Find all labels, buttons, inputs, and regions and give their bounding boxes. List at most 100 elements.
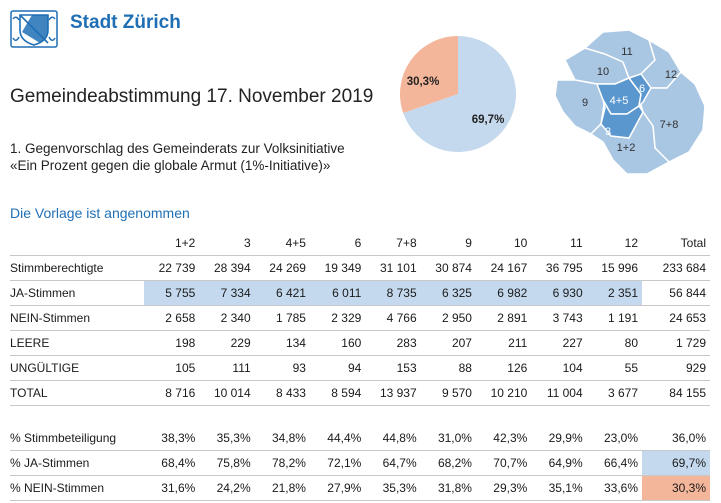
city-name: Stadt Zürich	[70, 12, 181, 33]
map-label-10: 10	[597, 66, 609, 78]
district-map: 11 10 12 6 4+5 9 3 7+8 1+2	[554, 29, 706, 175]
map-district-6	[628, 73, 652, 107]
table-cell: 227	[531, 330, 587, 356]
table-cell: 22 739	[144, 255, 200, 281]
table-cell: 8 433	[254, 380, 310, 406]
table-cell: 31 101	[365, 255, 421, 281]
result-status: Die Vorlage ist angenommen	[10, 205, 190, 221]
table-cell: 153	[365, 355, 421, 381]
table-cell-total: 24 653	[642, 305, 710, 331]
table-cell: 44,4%	[309, 426, 366, 451]
zurich-coat-of-arms-logo	[10, 10, 58, 48]
row-label: % NEIN-Stimmen	[10, 475, 144, 501]
map-label-7-8: 7+8	[660, 119, 679, 131]
table-cell: 8 594	[309, 380, 366, 406]
table-cell: 38,3%	[144, 426, 200, 451]
table-cell: 3 677	[586, 380, 642, 406]
table-cell: 29,9%	[531, 426, 587, 451]
percentage-table: % Stimmbeteiligung 38,3% 35,3% 34,8% 44,…	[10, 426, 710, 501]
table-row-ja-prozent: % JA-Stimmen 68,4% 75,8% 78,2% 72,1% 64,…	[10, 450, 710, 476]
table-cell: 94	[309, 355, 366, 381]
table-header-cell: 3	[199, 231, 255, 256]
table-header-cell: 4+5	[254, 231, 310, 256]
table-cell: 283	[365, 330, 421, 356]
table-row-leere: LEERE 198 229 134 160 283 207 211 227 80…	[10, 330, 710, 356]
table-cell: 35,3%	[365, 475, 421, 501]
table-row-nein-stimmen: NEIN-Stimmen 2 658 2 340 1 785 2 329 4 7…	[10, 305, 710, 331]
map-district-9	[554, 79, 606, 135]
table-cell: 29,3%	[475, 475, 532, 501]
table-header-cell: 1+2	[144, 231, 200, 256]
subtitle-line-2: «Ein Prozent gegen die globale Armut (1%…	[10, 158, 331, 173]
table-cell: 28 394	[199, 255, 255, 281]
results-table: 1+2 3 4+5 6 7+8 9 10 11 12 Total Stimmbe…	[10, 231, 710, 406]
table-cell: 24 269	[254, 255, 310, 281]
table-cell-total: 30,3%	[642, 475, 710, 501]
table-header-cell: 6	[309, 231, 366, 256]
pie-label-nein: 30,3%	[407, 76, 440, 88]
table-cell: 15 996	[586, 255, 642, 281]
table-cell: 7 334	[199, 280, 255, 306]
table-cell: 6 930	[531, 280, 587, 306]
row-label: LEERE	[10, 330, 144, 356]
table-cell-total: 69,7%	[642, 450, 710, 476]
table-row-total: TOTAL 8 716 10 014 8 433 8 594 13 937 9 …	[10, 380, 710, 406]
table-cell: 75,8%	[199, 450, 255, 476]
table-cell-total: 84 155	[642, 380, 710, 406]
table-cell: 31,8%	[420, 475, 476, 501]
table-cell: 2 351	[586, 280, 642, 306]
table-row-stimmbeteiligung: % Stimmbeteiligung 38,3% 35,3% 34,8% 44,…	[10, 426, 710, 451]
table-cell: 36 795	[531, 255, 587, 281]
table-header-row: 1+2 3 4+5 6 7+8 9 10 11 12 Total	[10, 231, 710, 256]
table-cell: 80	[586, 330, 642, 356]
table-cell: 1 785	[254, 305, 310, 331]
table-cell: 88	[420, 355, 476, 381]
table-cell: 2 340	[199, 305, 255, 331]
table-cell: 30 874	[420, 255, 476, 281]
table-cell: 35,3%	[199, 426, 255, 451]
table-cell: 33,6%	[586, 475, 642, 501]
table-cell: 6 011	[309, 280, 366, 306]
table-cell: 24,2%	[199, 475, 255, 501]
table-cell: 3 743	[531, 305, 587, 331]
table-row-ja-stimmen: JA-Stimmen 5 755 7 334 6 421 6 011 8 735…	[10, 280, 710, 306]
table-header-cell: 7+8	[365, 231, 421, 256]
result-pie-chart: 30,3% 69,7%	[400, 36, 516, 152]
table-cell: 1 191	[586, 305, 642, 331]
table-cell: 10 210	[475, 380, 532, 406]
table-cell: 21,8%	[254, 475, 310, 501]
table-cell: 66,4%	[586, 450, 642, 476]
table-cell: 68,2%	[420, 450, 476, 476]
table-cell: 111	[199, 355, 255, 381]
table-cell: 2 658	[144, 305, 200, 331]
map-label-3: 3	[605, 126, 611, 138]
table-cell: 9 570	[420, 380, 476, 406]
table-cell: 134	[254, 330, 310, 356]
pie-slice-nein	[400, 36, 458, 113]
table-cell: 31,6%	[144, 475, 200, 501]
map-label-6: 6	[639, 83, 645, 95]
table-cell: 10 014	[199, 380, 255, 406]
row-label: % JA-Stimmen	[10, 450, 144, 476]
table-cell: 160	[309, 330, 366, 356]
table-cell: 105	[144, 355, 200, 381]
pie-label-ja: 69,7%	[472, 114, 505, 126]
table-cell: 104	[531, 355, 587, 381]
table-cell: 8 716	[144, 380, 200, 406]
table-cell: 4 766	[365, 305, 421, 331]
table-header-cell: Total	[642, 231, 710, 256]
map-label-1-2: 1+2	[617, 142, 636, 154]
table-cell: 19 349	[309, 255, 366, 281]
table-cell: 6 421	[254, 280, 310, 306]
row-label: Stimmberechtigte	[10, 255, 144, 281]
table-cell: 11 004	[531, 380, 587, 406]
table-row-nein-prozent: % NEIN-Stimmen 31,6% 24,2% 21,8% 27,9% 3…	[10, 475, 710, 501]
table-cell: 64,9%	[531, 450, 587, 476]
table-cell: 126	[475, 355, 532, 381]
row-label: JA-Stimmen	[10, 280, 144, 306]
table-cell: 24 167	[475, 255, 532, 281]
pie-slice-ja	[403, 36, 516, 152]
proposal-subtitle: 1. Gegenvorschlag des Gemeinderats zur V…	[10, 140, 345, 174]
table-row-ungueltige: UNGÜLTIGE 105 111 93 94 153 88 126 104 5…	[10, 355, 710, 381]
table-cell: 35,1%	[531, 475, 587, 501]
